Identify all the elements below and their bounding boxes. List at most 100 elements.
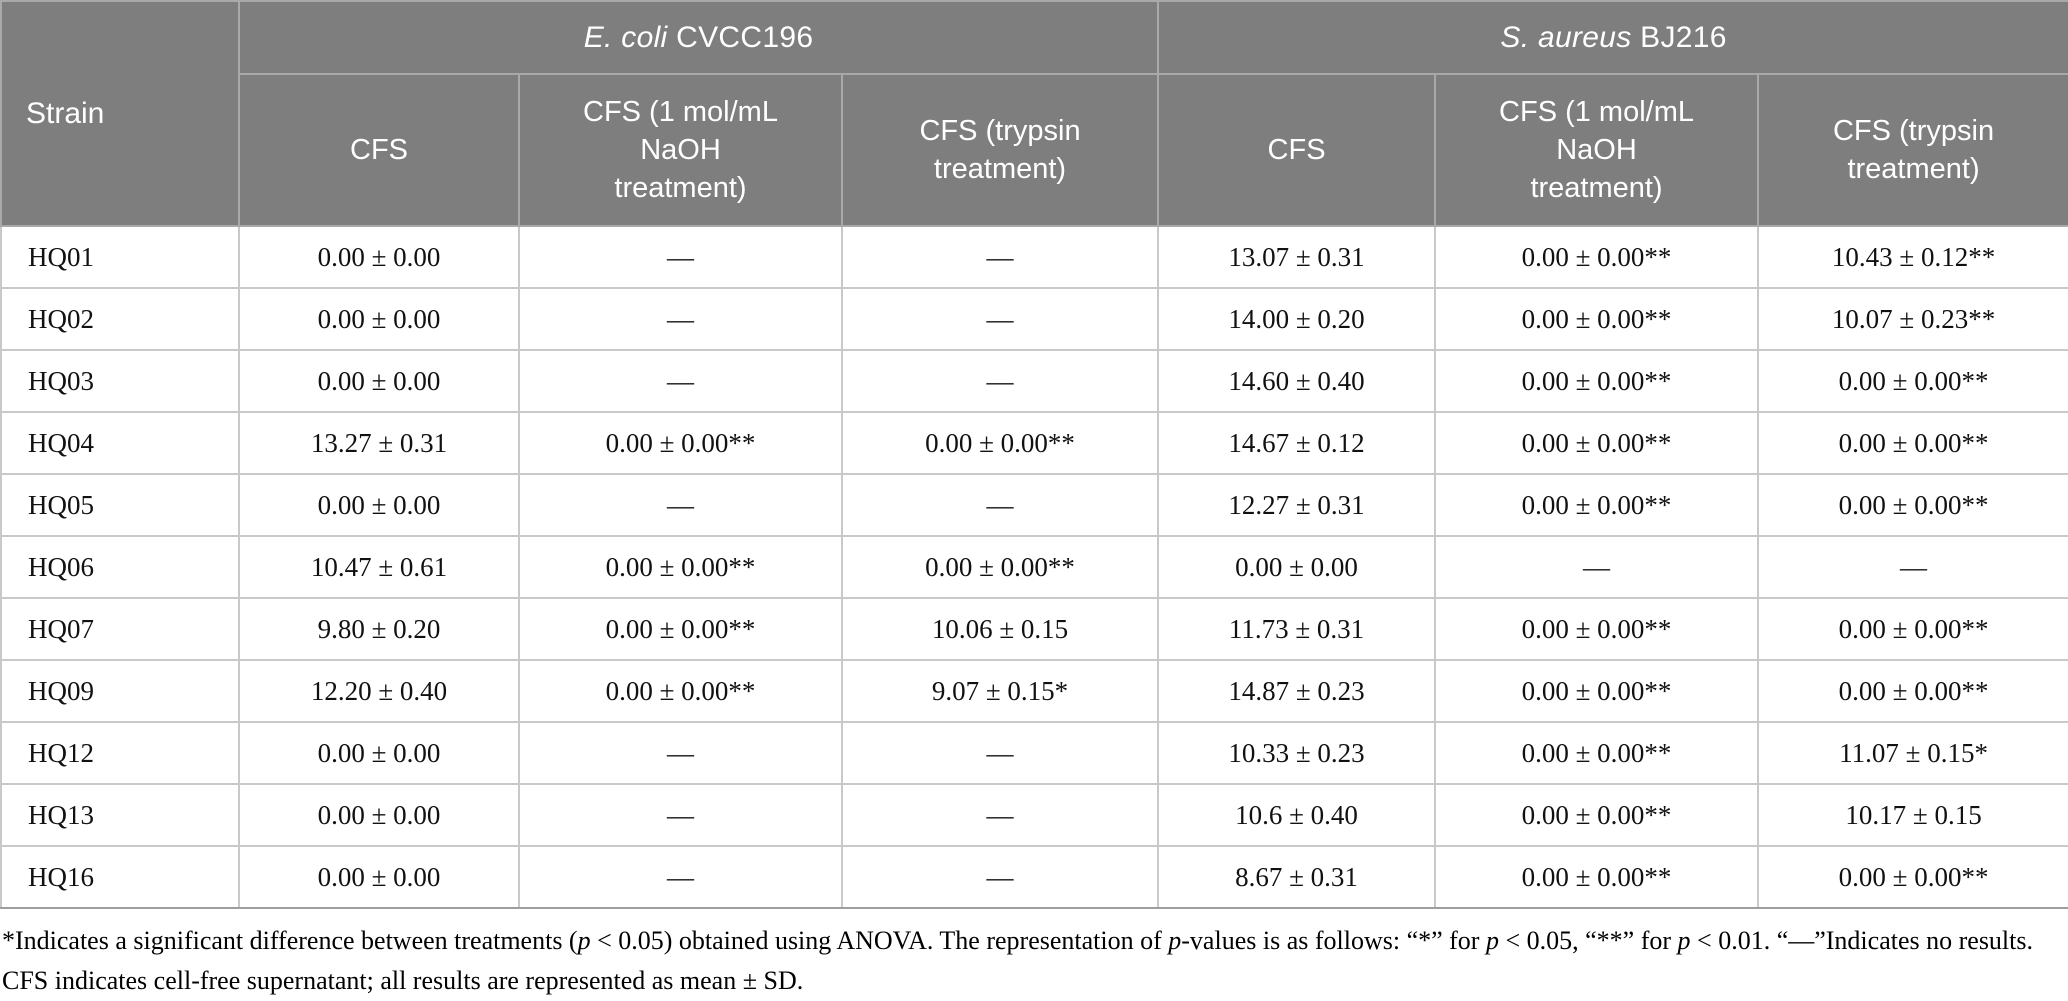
table-row: HQ02 0.00 ± 0.00 — — 14.00 ± 0.20 0.00 ±… (0, 287, 2068, 351)
value-cell: 0.00 ± 0.00** (1434, 845, 1760, 909)
value-cell: 9.80 ± 0.20 (238, 597, 520, 661)
subheader-line: treatment) (614, 172, 747, 204)
value-cell: 0.00 ± 0.00 (238, 225, 520, 289)
table-row: HQ03 0.00 ± 0.00 — — 14.60 ± 0.40 0.00 ±… (0, 349, 2068, 413)
table-row: HQ13 0.00 ± 0.00 — — 10.6 ± 0.40 0.00 ± … (0, 783, 2068, 847)
strain-cell: HQ01 (0, 225, 240, 289)
group-header-ecoli: E. coli CVCC196 (237, 0, 1160, 75)
subheader-line: CFS (1267, 134, 1326, 166)
value-cell: 0.00 ± 0.00** (1757, 473, 2068, 537)
value-cell: 0.00 ± 0.00 (238, 845, 520, 909)
group-header-saureus: S. aureus BJ216 (1157, 0, 2068, 75)
subheader-ecoli-trypsin: CFS (trypsin treatment) (840, 73, 1160, 227)
subheader-line: CFS (350, 134, 408, 166)
value-cell: 0.00 ± 0.00 (238, 349, 520, 413)
value-cell: 8.67 ± 0.31 (1157, 845, 1437, 909)
value-cell: — (840, 783, 1160, 847)
strain-column-header: Strain (0, 0, 240, 227)
value-cell: 0.00 ± 0.00** (1757, 659, 2068, 723)
strain-cell: HQ12 (0, 721, 240, 785)
table-row: HQ05 0.00 ± 0.00 — — 12.27 ± 0.31 0.00 ±… (0, 473, 2068, 537)
value-cell: 0.00 ± 0.00** (1757, 597, 2068, 661)
subheader-saureus-cfs: CFS (1157, 73, 1437, 227)
value-cell: 11.07 ± 0.15* (1757, 721, 2068, 785)
value-cell: 0.00 ± 0.00 (238, 287, 520, 351)
value-cell: 10.06 ± 0.15 (840, 597, 1160, 661)
value-cell: 10.33 ± 0.23 (1157, 721, 1437, 785)
value-cell: — (518, 349, 843, 413)
value-cell: 0.00 ± 0.00 (1157, 535, 1437, 599)
value-cell: 0.00 ± 0.00** (840, 411, 1160, 475)
value-cell: 0.00 ± 0.00 (238, 783, 520, 847)
value-cell: — (840, 473, 1160, 537)
value-cell: 0.00 ± 0.00** (1434, 783, 1760, 847)
value-cell: 10.47 ± 0.61 (238, 535, 520, 599)
value-cell: — (518, 783, 843, 847)
strain-cell: HQ16 (0, 845, 240, 909)
value-cell: 0.00 ± 0.00 (238, 721, 520, 785)
table-row: HQ16 0.00 ± 0.00 — — 8.67 ± 0.31 0.00 ± … (0, 845, 2068, 909)
table-row: HQ12 0.00 ± 0.00 — — 10.33 ± 0.23 0.00 ±… (0, 721, 2068, 785)
strain-cell: HQ03 (0, 349, 240, 413)
value-cell: 0.00 ± 0.00** (518, 535, 843, 599)
value-cell: 10.07 ± 0.23** (1757, 287, 2068, 351)
subheader-ecoli-cfs: CFS (238, 73, 520, 227)
value-cell: 12.20 ± 0.40 (238, 659, 520, 723)
value-cell: 9.07 ± 0.15* (840, 659, 1160, 723)
subheader-line: NaOH (640, 134, 721, 166)
strain-cell: HQ07 (0, 597, 240, 661)
value-cell: 0.00 ± 0.00** (1434, 225, 1760, 289)
value-cell: 10.43 ± 0.12** (1757, 225, 2068, 289)
table-footnote: *Indicates a significant difference betw… (2, 926, 2033, 995)
value-cell: 0.00 ± 0.00** (1434, 659, 1760, 723)
value-cell: 0.00 ± 0.00** (1434, 473, 1760, 537)
value-cell: 0.00 ± 0.00** (1757, 411, 2068, 475)
value-cell: 13.07 ± 0.31 (1157, 225, 1437, 289)
value-cell: 10.6 ± 0.40 (1157, 783, 1437, 847)
value-cell: 0.00 ± 0.00** (1434, 597, 1760, 661)
value-cell: — (840, 845, 1160, 909)
subheader-line: CFS (trypsin (1832, 115, 1995, 147)
subheader-saureus-trypsin: CFS (trypsin treatment) (1757, 73, 2068, 227)
strain-cell: HQ09 (0, 659, 240, 723)
value-cell: — (840, 225, 1160, 289)
value-cell: 0.00 ± 0.00** (1434, 411, 1760, 475)
value-cell: 14.60 ± 0.40 (1157, 349, 1437, 413)
sub-header-row: CFS CFS (1 mol/mL NaOH treatment) CFS (t… (1, 73, 2068, 227)
subheader-line: CFS (1 mol/mL (1499, 96, 1695, 128)
table-row: HQ04 13.27 ± 0.31 0.00 ± 0.00** 0.00 ± 0… (0, 411, 2068, 475)
strain-cell: HQ13 (0, 783, 240, 847)
value-cell: 0.00 ± 0.00** (1434, 721, 1760, 785)
value-cell: 0.00 ± 0.00** (518, 597, 843, 661)
value-cell: 0.00 ± 0.00** (1434, 349, 1760, 413)
subheader-ecoli-naoh: CFS (1 mol/mL NaOH treatment) (518, 73, 843, 227)
value-cell: — (518, 287, 843, 351)
strain-cell: HQ02 (0, 287, 240, 351)
value-cell: — (840, 287, 1160, 351)
table-row: HQ01 0.00 ± 0.00 — — 13.07 ± 0.31 0.00 ±… (0, 225, 2068, 289)
value-cell: 14.00 ± 0.20 (1157, 287, 1437, 351)
value-cell: — (840, 721, 1160, 785)
table-body: HQ01 0.00 ± 0.00 — — 13.07 ± 0.31 0.00 ±… (0, 225, 2068, 909)
value-cell: — (840, 349, 1160, 413)
value-cell: 0.00 ± 0.00** (840, 535, 1160, 599)
table-header: Strain E. coli CVCC196 S. aureus BJ216 C… (0, 0, 2068, 227)
subheader-saureus-naoh: CFS (1 mol/mL NaOH treatment) (1434, 73, 1760, 227)
value-cell: 10.17 ± 0.15 (1757, 783, 2068, 847)
value-cell: — (1434, 535, 1760, 599)
value-cell: 11.73 ± 0.31 (1157, 597, 1437, 661)
value-cell: — (518, 721, 843, 785)
value-cell: — (1757, 535, 2068, 599)
table-row: HQ09 12.20 ± 0.40 0.00 ± 0.00** 9.07 ± 0… (0, 659, 2068, 723)
value-cell: 0.00 ± 0.00 (238, 473, 520, 537)
value-cell: 13.27 ± 0.31 (238, 411, 520, 475)
value-cell: — (518, 845, 843, 909)
value-cell: 0.00 ± 0.00** (518, 659, 843, 723)
group-header-row: Strain E. coli CVCC196 S. aureus BJ216 (0, 0, 2068, 227)
value-cell: 0.00 ± 0.00** (1434, 287, 1760, 351)
value-cell: 0.00 ± 0.00** (518, 411, 843, 475)
value-cell: — (518, 473, 843, 537)
value-cell: — (518, 225, 843, 289)
strain-cell: HQ04 (0, 411, 240, 475)
value-cell: 14.67 ± 0.12 (1157, 411, 1437, 475)
